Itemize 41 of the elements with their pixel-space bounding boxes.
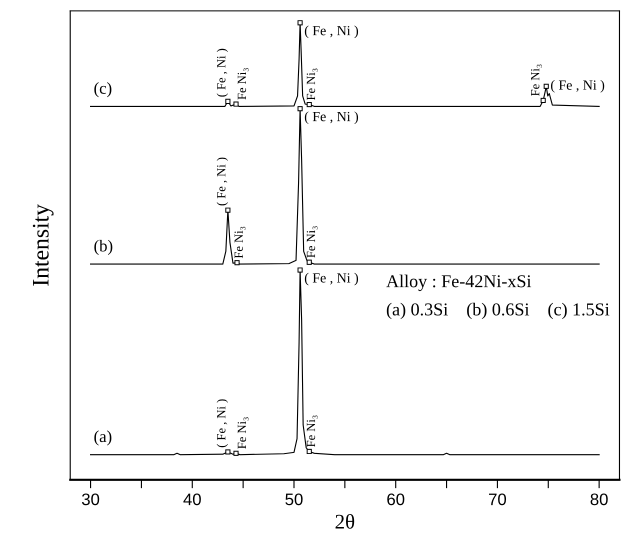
annotation: ( Fe , Ni )	[304, 272, 358, 286]
annotation: Fe Ni₃	[306, 226, 318, 258]
annotation: Fe Ni₃	[530, 64, 542, 96]
point	[306, 448, 312, 454]
annotation: ( Fe , Ni )	[216, 48, 228, 97]
point	[234, 260, 240, 266]
point	[225, 98, 230, 104]
point	[298, 20, 303, 26]
point	[306, 102, 312, 108]
annotation: Fe Ni₃	[306, 415, 318, 447]
point	[298, 267, 303, 273]
point	[225, 208, 230, 213]
annotation: Fe Ni₃	[238, 68, 249, 100]
annotation: Fe Ni₃	[306, 68, 318, 100]
annotation: ( Fe , Ni )	[304, 111, 358, 124]
series-label: (c)	[94, 82, 112, 98]
point	[544, 84, 549, 89]
x-tick-label: 70	[489, 493, 506, 506]
point	[233, 102, 239, 107]
point	[298, 106, 303, 112]
series-label: (b)	[94, 240, 112, 255]
annotation: (a) 0.3Si (b) 0.6Si (c) 1.5Si	[386, 302, 610, 320]
y-axis-title: Intensity	[32, 204, 54, 286]
point	[233, 450, 239, 456]
point	[225, 449, 230, 454]
annotation: ( Fe , Ni )	[551, 80, 604, 93]
x-tick-label: 80	[590, 493, 608, 506]
x-axis-title: 2θ	[336, 514, 354, 529]
point	[306, 260, 312, 265]
annotation: Alloy : Fe-42Ni-xSi	[386, 274, 532, 292]
annotation: Fe Ni₃	[234, 226, 246, 258]
annotation: ( Fe , Ni )	[304, 26, 358, 38]
x-tick-label: 60	[387, 493, 404, 506]
point	[540, 98, 546, 104]
annotation: ( Fe , Ni )	[216, 399, 228, 448]
x-tick-label: 50	[285, 493, 303, 506]
annotation: Fe Ni₃	[238, 417, 249, 449]
series-label: (a)	[94, 430, 112, 446]
x-tick-label: 40	[183, 493, 201, 506]
annotation: ( Fe , Ni )	[216, 158, 228, 206]
x-tick-label: 30	[82, 493, 100, 506]
